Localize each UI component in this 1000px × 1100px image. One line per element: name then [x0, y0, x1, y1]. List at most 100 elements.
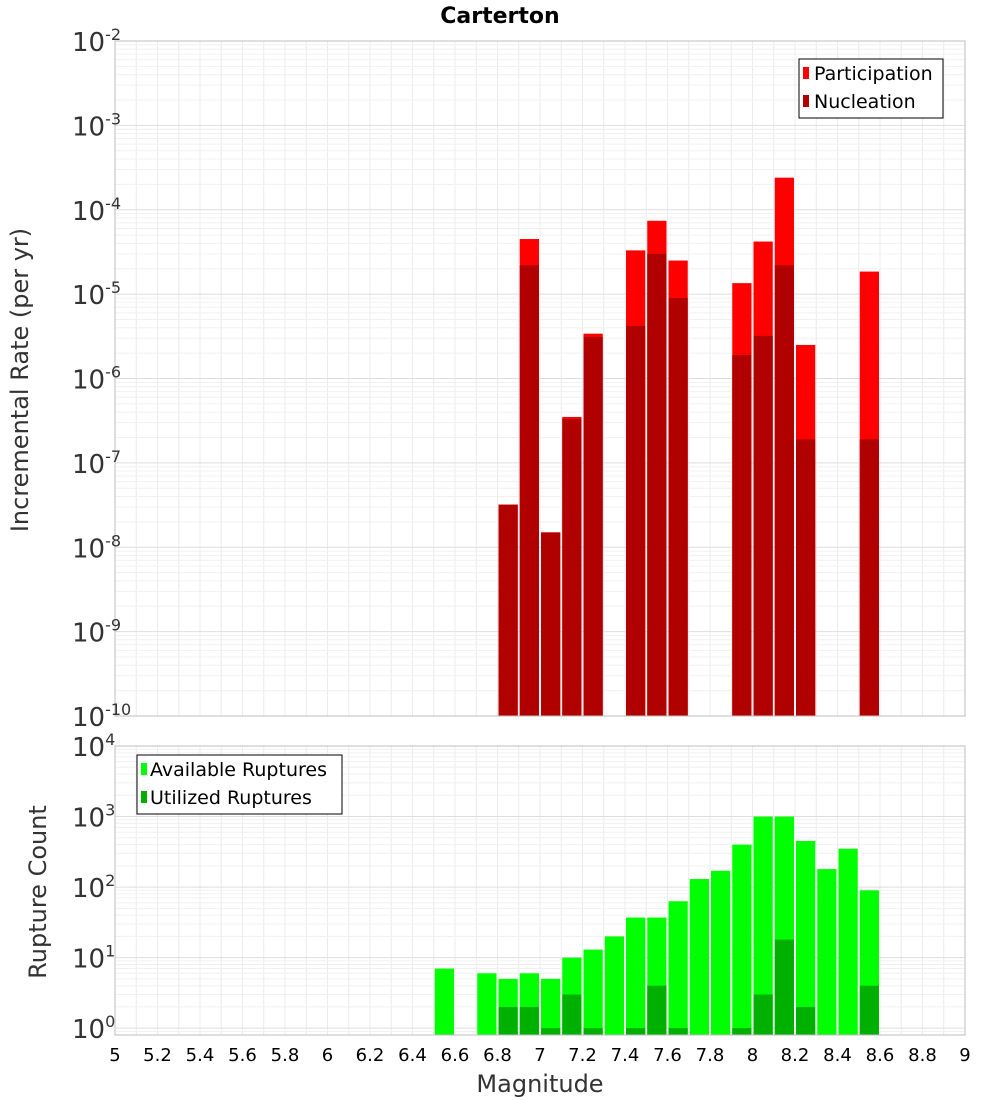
rate-y-tick: 10-2: [72, 25, 121, 58]
rate-bar-nucleation: [859, 439, 879, 716]
count-bar-utilized-ruptures: [732, 1028, 752, 1035]
rate-bar-nucleation: [498, 504, 518, 716]
magnitude-tick: 5.4: [186, 1045, 215, 1066]
magnitude-tick: 5.8: [271, 1045, 300, 1066]
count-bar-available-ruptures: [753, 816, 773, 1035]
magnitude-tick: 6: [322, 1045, 333, 1066]
count-bar-utilized-ruptures: [583, 1028, 603, 1035]
magnitude-tick: 6.4: [398, 1045, 427, 1066]
magnitude-tick: 7.2: [568, 1045, 597, 1066]
legend-nucleation-swatch: [803, 95, 809, 107]
count-bars: [434, 816, 879, 1035]
rate-bars: [498, 177, 879, 717]
rate-bar-nucleation: [541, 532, 561, 716]
magnitude-tick-labels: 5 5.2 5.4 5.6 5.8 6 6.2 6.4 6.6 6.8 7 7.2 7.4 7.6 7.8 8…: [109, 1045, 970, 1066]
magnitude-tick: 5.6: [228, 1045, 257, 1066]
count-panel: 100 101 102 103 104 5 5.2 5.4 5.6 5.8 6 6.2 6.4 6.6 6…: [24, 730, 971, 1098]
count-y-tick: 104: [72, 730, 115, 763]
count-bar-available-ruptures: [477, 973, 497, 1035]
rate-bar-nucleation: [732, 354, 752, 716]
count-bar-utilized-ruptures: [519, 1006, 539, 1035]
count-y-tick: 101: [72, 942, 115, 975]
count-bar-utilized-ruptures: [753, 994, 773, 1035]
legend-available-swatch: [141, 763, 147, 775]
magnitude-tick: 6.2: [356, 1045, 385, 1066]
rate-y-tick: 10-4: [72, 194, 121, 227]
magnitude-tick: 5.2: [143, 1045, 172, 1066]
magnitude-tick: 7: [534, 1045, 545, 1066]
rate-bar-nucleation: [647, 253, 667, 716]
rate-panel: 10-10 10-9 10-8 10-7 10-6 10-5 10-4 10-3 10-2 In…: [6, 25, 966, 733]
rate-y-tick: 10-7: [72, 447, 121, 480]
rate-bar-nucleation: [753, 335, 773, 716]
count-bar-available-ruptures: [817, 869, 837, 1035]
legend-utilized-label: Utilized Ruptures: [150, 787, 312, 809]
chart-title: Carterton: [440, 4, 559, 29]
rate-bar-nucleation: [668, 297, 688, 716]
count-bar-utilized-ruptures: [626, 1028, 646, 1035]
count-legend-box: [136, 754, 343, 815]
count-bar-available-ruptures: [711, 870, 731, 1035]
rate-legend: Participation Nucleation: [798, 58, 944, 119]
rate-bar-nucleation: [774, 265, 794, 716]
rate-y-tick: 10-9: [72, 616, 121, 649]
legend-participation-swatch: [803, 67, 809, 79]
rate-y-tick: 10-10: [72, 700, 131, 733]
count-bar-available-ruptures: [541, 978, 561, 1035]
count-legend: Available Ruptures Utilized Ruptures: [136, 754, 343, 815]
rate-bar-nucleation: [796, 439, 816, 716]
count-bar-utilized-ruptures: [562, 994, 582, 1035]
magnitude-tick: 7.8: [696, 1045, 725, 1066]
count-bar-available-ruptures: [689, 879, 709, 1035]
rate-plot-frame: [114, 40, 966, 717]
magnitude-tick: 8.2: [781, 1045, 810, 1066]
rate-y-tick-labels: 10-10 10-9 10-8 10-7 10-6 10-5 10-4 10-3 10-2: [72, 25, 131, 733]
count-bar-utilized-ruptures: [774, 939, 794, 1035]
rate-gridlines: [114, 41, 966, 717]
rate-bar-nucleation: [583, 337, 603, 716]
legend-participation-label: Participation: [814, 63, 933, 85]
magnitude-tick: 8: [747, 1045, 758, 1066]
count-bar-available-ruptures: [732, 844, 752, 1035]
count-bar-utilized-ruptures: [541, 1028, 561, 1035]
magnitude-tick: 5: [109, 1045, 120, 1066]
count-bar-available-ruptures: [626, 917, 646, 1035]
legend-available-label: Available Ruptures: [150, 759, 327, 781]
magnitude-tick: 9: [959, 1045, 970, 1066]
magnitude-tick: 8.4: [823, 1045, 852, 1066]
count-bar-available-ruptures: [838, 848, 858, 1035]
rate-y-tick: 10-5: [72, 278, 121, 311]
count-bar-utilized-ruptures: [498, 1006, 518, 1035]
count-bar-utilized-ruptures: [796, 1006, 816, 1035]
count-y-axis-label: Rupture Count: [24, 805, 52, 979]
magnitude-tick: 7.4: [611, 1045, 640, 1066]
magnitude-tick: 6.6: [441, 1045, 470, 1066]
count-bar-utilized-ruptures: [859, 985, 879, 1035]
count-y-tick: 103: [72, 801, 115, 834]
magnitude-tick: 7.6: [653, 1045, 682, 1066]
rate-bar-nucleation: [562, 419, 582, 716]
magnitude-tick: 6.8: [483, 1045, 512, 1066]
x-axis-label: Magnitude: [476, 1070, 603, 1098]
rate-y-tick: 10-6: [72, 363, 121, 396]
rate-y-tick: 10-3: [72, 109, 121, 142]
magnitude-tick: 8.6: [866, 1045, 895, 1066]
magnitude-tick: 8.8: [908, 1045, 937, 1066]
count-bar-available-ruptures: [668, 901, 688, 1035]
count-y-tick-labels: 100 101 102 103 104: [72, 730, 115, 1045]
legend-nucleation-label: Nucleation: [814, 91, 916, 113]
count-bar-available-ruptures: [796, 841, 816, 1035]
count-bar-available-ruptures: [583, 949, 603, 1035]
rate-bar-nucleation: [519, 265, 539, 716]
count-y-tick: 102: [72, 871, 115, 904]
count-plot-frame: [114, 745, 966, 1036]
count-bar-available-ruptures: [604, 936, 624, 1035]
legend-utilized-swatch: [141, 791, 147, 803]
rate-legend-box: [798, 58, 944, 119]
count-bar-available-ruptures: [434, 968, 454, 1035]
count-bar-utilized-ruptures: [668, 1028, 688, 1035]
rate-y-axis-label: Incremental Rate (per yr): [6, 228, 34, 532]
count-bar-utilized-ruptures: [647, 985, 667, 1035]
rate-bar-nucleation: [626, 325, 646, 716]
